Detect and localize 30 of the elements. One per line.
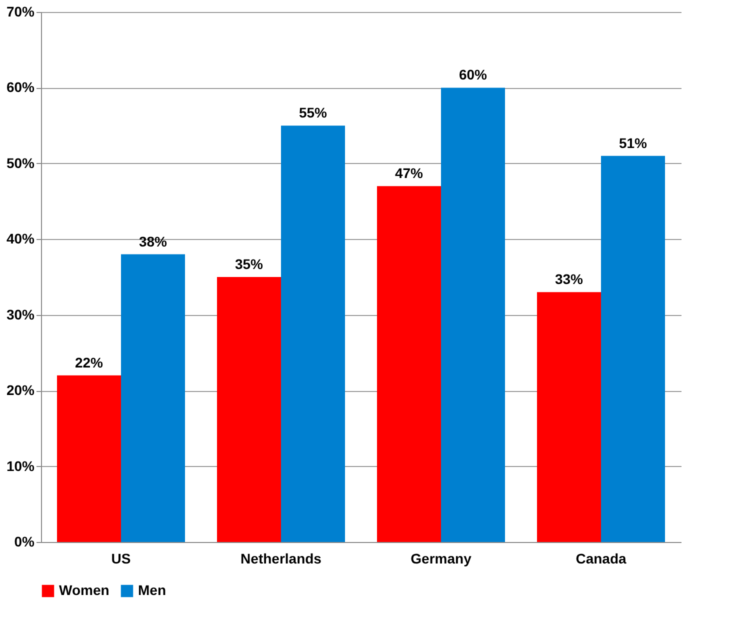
bar (281, 126, 345, 542)
y-tick-label: 0% (14, 534, 36, 550)
data-label: 47% (394, 165, 424, 182)
y-tick-label: 60% (6, 79, 36, 96)
data-label: 38% (138, 233, 168, 250)
y-tick-label: 30% (6, 306, 36, 322)
legend-label: Men (138, 582, 166, 598)
x-tick-label: Germany (410, 550, 472, 566)
x-tick-label: Canada (576, 550, 626, 566)
data-label: 60% (458, 66, 488, 83)
bar (441, 88, 505, 542)
data-label: 33% (554, 271, 584, 288)
data-label: 55% (298, 104, 328, 121)
bar (57, 375, 121, 542)
bar (217, 277, 281, 542)
data-label: 22% (74, 354, 104, 370)
legend-label: Women (59, 582, 110, 598)
bar (377, 186, 441, 542)
y-tick-label: 50% (6, 154, 36, 171)
y-tick-label: 40% (6, 230, 36, 247)
y-tick-label: 10% (6, 458, 36, 474)
y-tick-label: 20% (6, 382, 36, 398)
x-tick-label: Netherlands (240, 550, 322, 566)
data-label: 35% (234, 256, 264, 272)
bar (601, 156, 665, 542)
x-tick-label: US (111, 550, 131, 566)
data-label: 51% (618, 134, 648, 151)
bar (121, 254, 185, 542)
bar (537, 292, 601, 542)
y-tick-label: 70% (6, 4, 36, 20)
